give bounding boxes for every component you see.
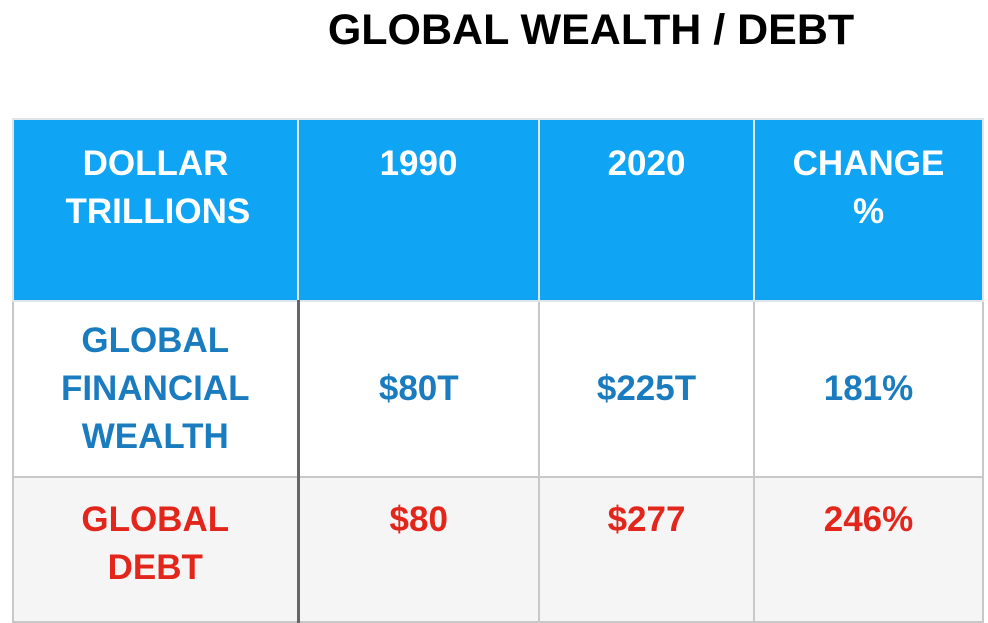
table-cell: $277	[538, 476, 755, 623]
header-cell: 1990	[297, 118, 540, 302]
table-cell: $80T	[297, 300, 540, 478]
header-text: DOLLAR TRILLIONS	[65, 144, 251, 231]
table-row: GLOBAL DEBT $80 $277 246%	[12, 476, 984, 623]
table-cell: $80	[297, 476, 540, 623]
data-table: DOLLAR TRILLIONS 1990 2020 CHANGE % GLOB…	[12, 118, 984, 623]
header-row: DOLLAR TRILLIONS 1990 2020 CHANGE %	[12, 118, 984, 302]
header-cell: 2020	[538, 118, 755, 302]
header-cell: CHANGE %	[753, 118, 984, 302]
table-cell: 181%	[753, 300, 984, 478]
table-cell: 246%	[753, 476, 984, 623]
page-title: GLOBAL WEALTH / DEBT	[327, 6, 855, 54]
row-label: GLOBAL DEBT	[12, 476, 300, 623]
row-label: GLOBAL FINANCIAL WEALTH	[12, 300, 300, 478]
header-cell: DOLLAR TRILLIONS	[12, 118, 299, 302]
header-text: CHANGE %	[792, 144, 945, 231]
table-row: GLOBAL FINANCIAL WEALTH $80T $225T 181%	[12, 300, 984, 478]
row-label-text: GLOBAL FINANCIAL WEALTH	[60, 321, 250, 456]
row-label-text: GLOBAL DEBT	[81, 500, 230, 587]
table-cell: $225T	[538, 300, 755, 478]
